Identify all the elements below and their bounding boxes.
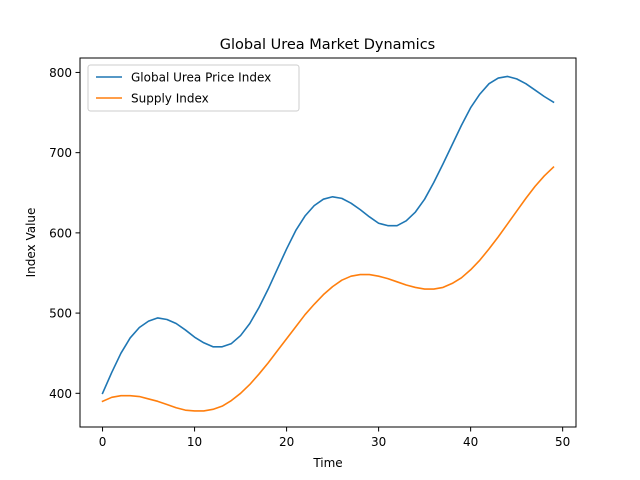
series-line-2 bbox=[101, 165, 555, 412]
series-layer bbox=[101, 75, 555, 412]
legend-label-1: Global Urea Price Index bbox=[131, 71, 271, 85]
y-tick-label: 600 bbox=[49, 226, 72, 240]
y-tick-label: 400 bbox=[49, 387, 72, 401]
x-tick-label: 30 bbox=[371, 435, 386, 449]
series-line-1 bbox=[101, 75, 555, 395]
legend-label-2: Supply Index bbox=[131, 92, 209, 106]
legend: Global Urea Price Index Supply Index bbox=[87, 64, 300, 112]
y-tick-label: 500 bbox=[49, 307, 72, 321]
x-axis: 0 10 20 30 40 50 bbox=[99, 427, 570, 449]
y-tick-label: 700 bbox=[49, 146, 72, 160]
plot-frame bbox=[79, 57, 577, 428]
legend-box bbox=[87, 64, 300, 112]
y-axis: 400 500 600 700 800 bbox=[49, 66, 80, 401]
y-tick-label: 800 bbox=[49, 66, 72, 80]
x-axis-label: Time bbox=[312, 456, 342, 470]
x-tick-label: 10 bbox=[187, 435, 202, 449]
x-tick-label: 20 bbox=[279, 435, 294, 449]
x-tick-label: 50 bbox=[555, 435, 570, 449]
chart-title: Global Urea Market Dynamics bbox=[220, 37, 436, 53]
x-tick-label: 0 bbox=[99, 435, 107, 449]
y-axis-label: Index Value bbox=[24, 208, 38, 278]
x-tick-label: 40 bbox=[463, 435, 478, 449]
